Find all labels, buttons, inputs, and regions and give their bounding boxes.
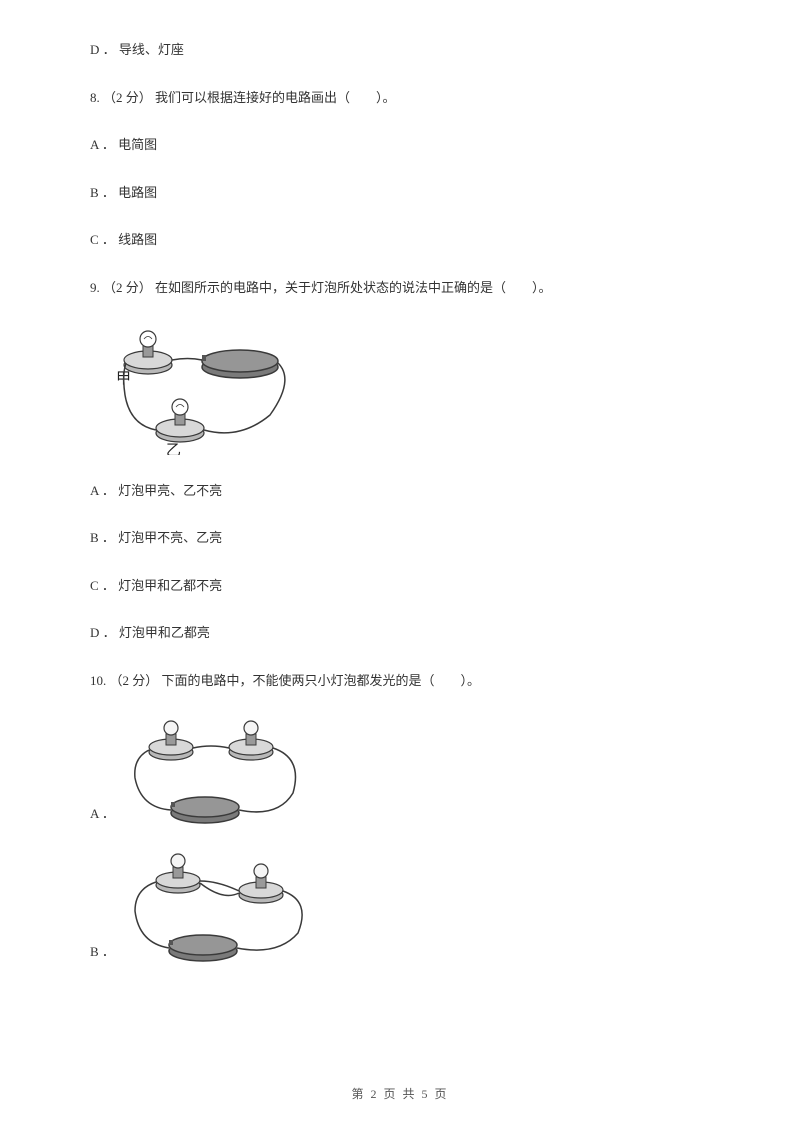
q9-circuit-diagram: 甲 乙: [110, 325, 710, 461]
q10-option-b-text: B ．: [90, 942, 115, 962]
q10-stem: 10. （2 分） 下面的电路中，不能使两只小灯泡都发光的是（ ）。: [90, 671, 710, 691]
q8-stem: 8. （2 分） 我们可以根据连接好的电路画出（ ）。: [90, 88, 710, 108]
q9-option-b: B ． 灯泡甲不亮、乙亮: [90, 528, 710, 548]
q9-option-a-text: A ． 灯泡甲亮、乙不亮: [90, 483, 222, 498]
q8-option-c: C ． 线路图: [90, 230, 710, 250]
q10-circuit-a-svg: [123, 718, 313, 833]
q7-option-d: D ． 导线、灯座: [90, 40, 710, 60]
q8-option-b: B ． 电路图: [90, 183, 710, 203]
q9-option-c: C ． 灯泡甲和乙都不亮: [90, 576, 710, 596]
q7-option-d-text: D ． 导线、灯座: [90, 42, 184, 57]
q8-option-a: A ． 电简图: [90, 135, 710, 155]
page-footer: 第 2 页 共 5 页: [0, 1085, 800, 1102]
page-number: 第 2 页 共 5 页: [351, 1087, 448, 1101]
q10-circuit-b-svg: [123, 851, 318, 971]
q9-option-d-text: D ． 灯泡甲和乙都亮: [90, 625, 210, 640]
q9-option-a: A ． 灯泡甲亮、乙不亮: [90, 481, 710, 501]
q8-option-a-text: A ． 电简图: [90, 137, 157, 152]
q9-option-d: D ． 灯泡甲和乙都亮: [90, 623, 710, 643]
q10-option-b: B ．: [90, 851, 710, 971]
q9-option-c-text: C ． 灯泡甲和乙都不亮: [90, 578, 222, 593]
q9-option-b-text: B ． 灯泡甲不亮、乙亮: [90, 530, 222, 545]
q10-stem-text: 10. （2 分） 下面的电路中，不能使两只小灯泡都发光的是（ ）。: [90, 673, 480, 688]
q8-option-c-text: C ． 线路图: [90, 232, 157, 247]
document-content: D ． 导线、灯座 8. （2 分） 我们可以根据连接好的电路画出（ ）。 A …: [0, 0, 800, 971]
q9-label-yi: 乙: [166, 443, 181, 455]
q8-stem-text: 8. （2 分） 我们可以根据连接好的电路画出（ ）。: [90, 90, 396, 105]
q10-option-a-text: A ．: [90, 804, 115, 824]
q9-stem: 9. （2 分） 在如图所示的电路中，关于灯泡所处状态的说法中正确的是（ ）。: [90, 278, 710, 298]
q9-circuit-svg: 甲 乙: [110, 325, 300, 455]
q10-option-a: A ．: [90, 718, 710, 833]
q9-stem-text: 9. （2 分） 在如图所示的电路中，关于灯泡所处状态的说法中正确的是（ ）。: [90, 280, 552, 295]
q8-option-b-text: B ． 电路图: [90, 185, 157, 200]
